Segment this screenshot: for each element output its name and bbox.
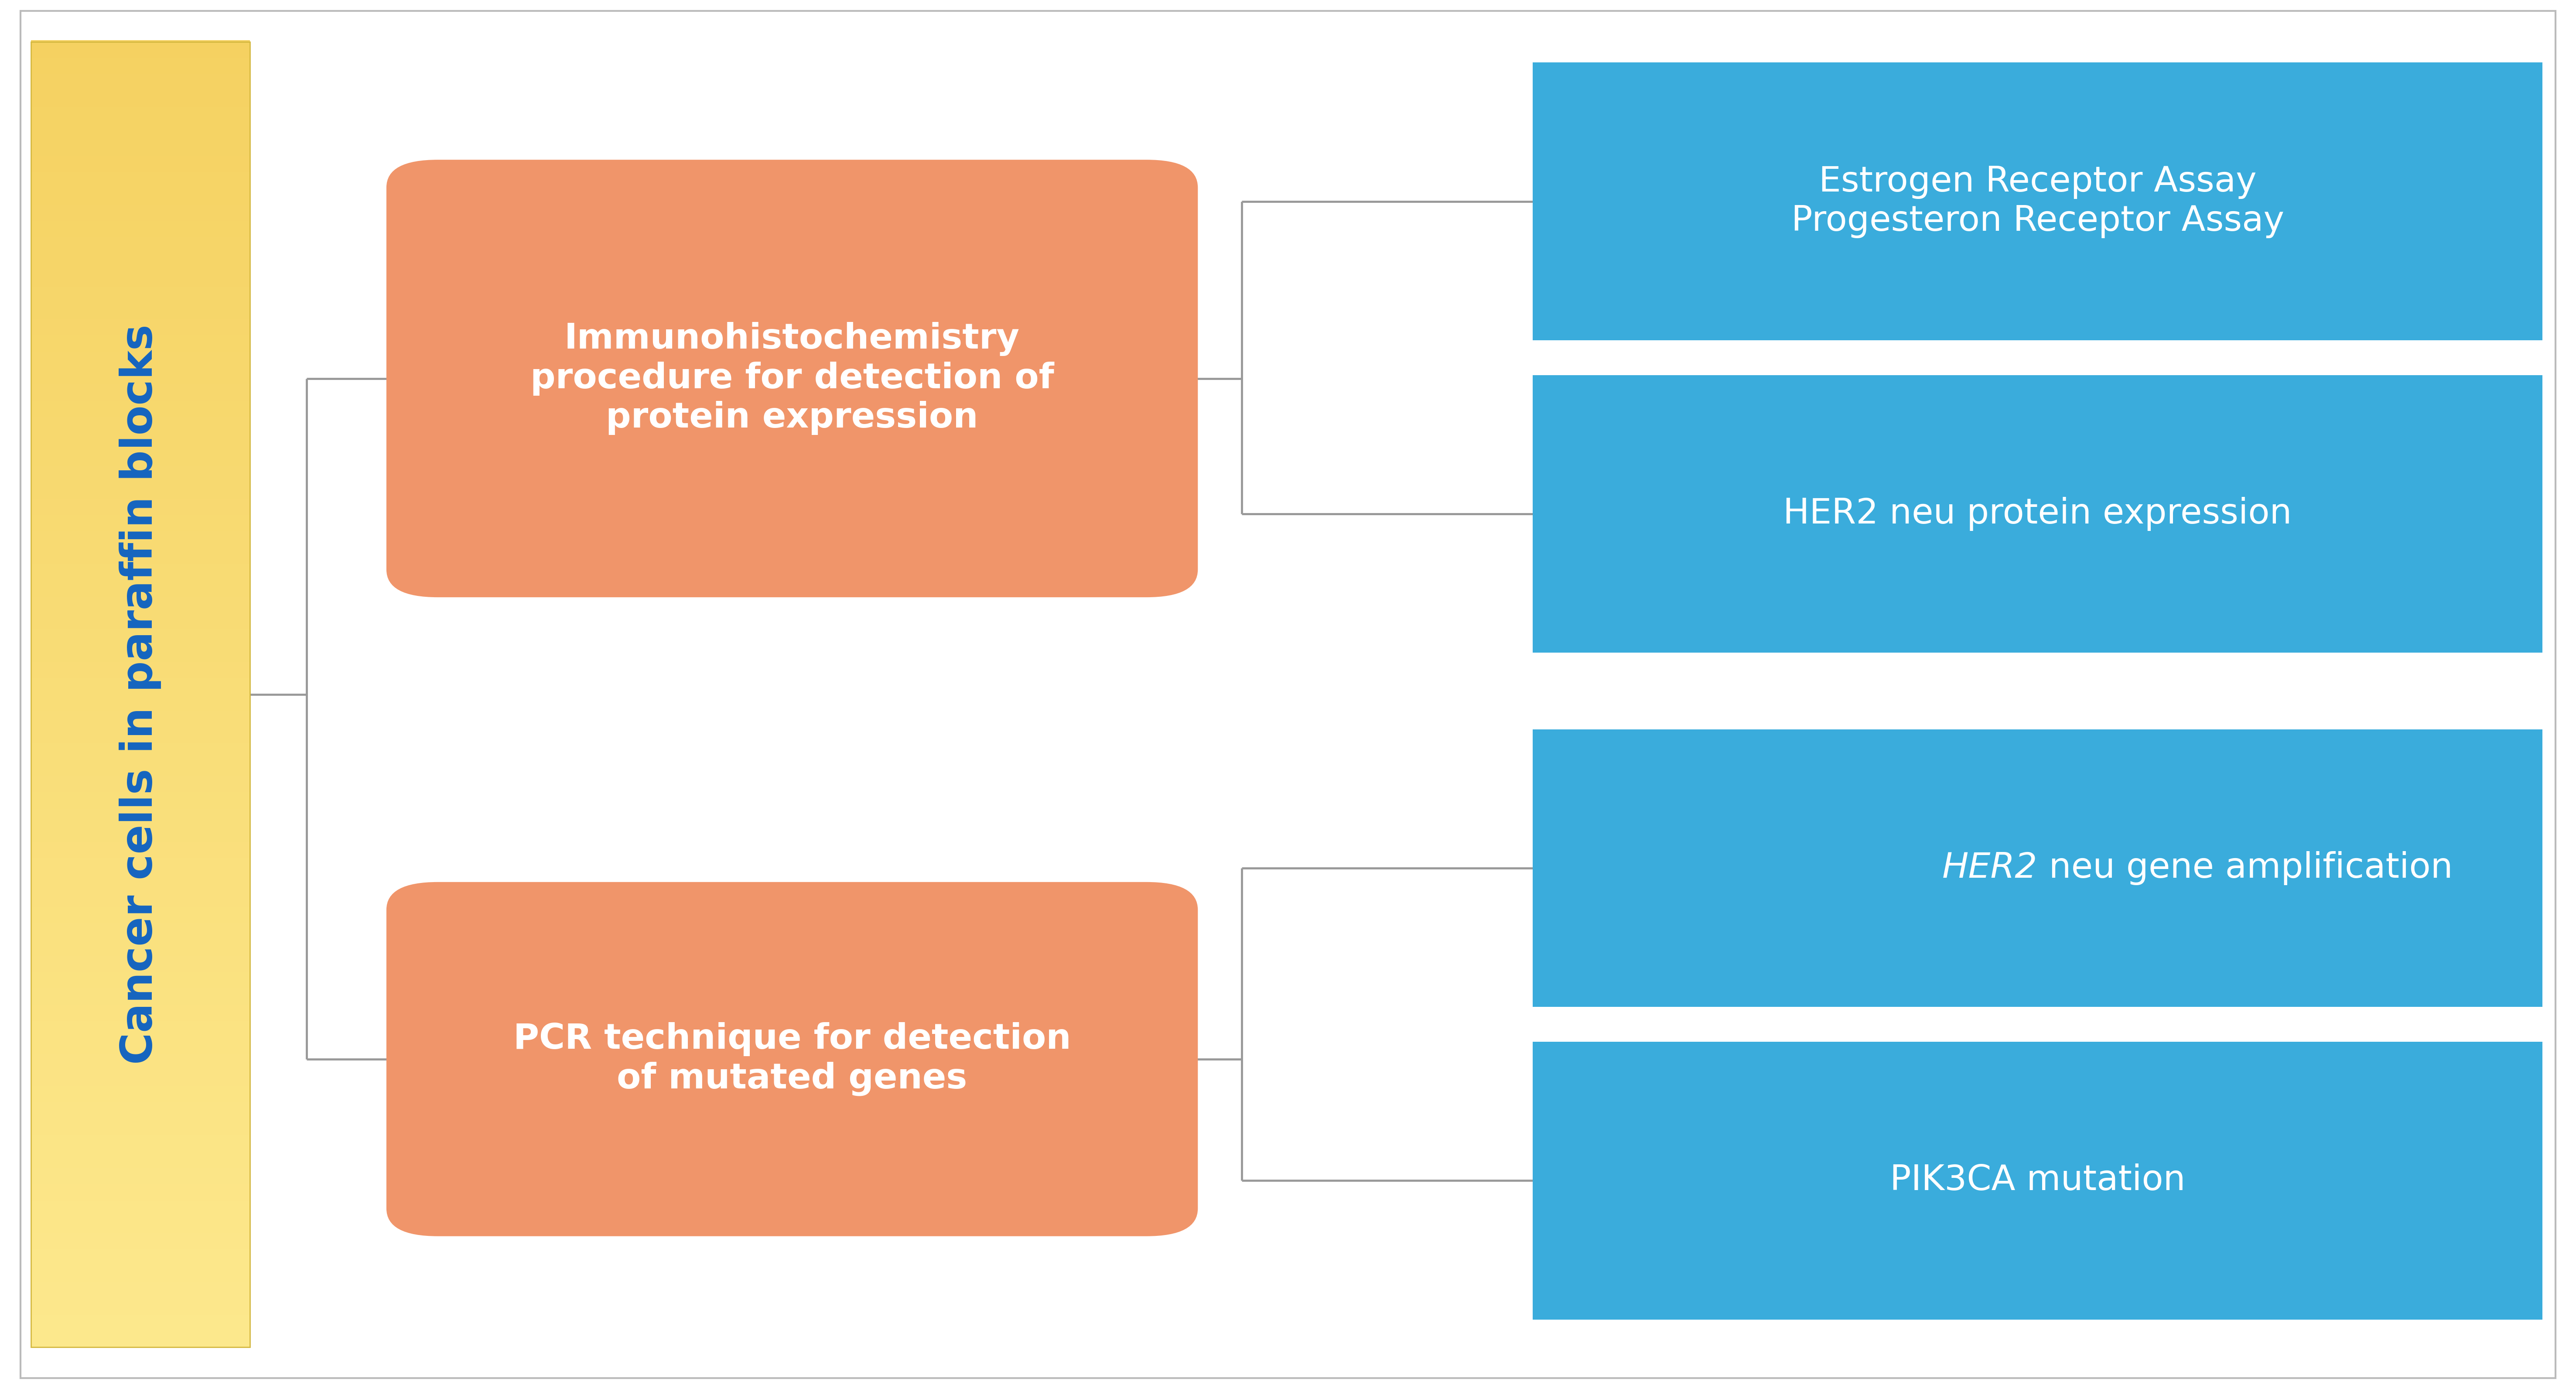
Bar — [31, 529, 250, 547]
Bar — [31, 1297, 250, 1314]
Bar — [31, 1215, 250, 1233]
Bar — [31, 1133, 250, 1151]
Bar — [31, 400, 250, 417]
Bar — [31, 1101, 250, 1120]
Bar — [31, 611, 250, 629]
Bar — [31, 383, 250, 400]
Bar — [31, 285, 250, 303]
Bar — [31, 1053, 250, 1070]
Bar — [31, 1117, 250, 1135]
Bar — [31, 792, 250, 808]
Bar — [31, 253, 250, 269]
Bar — [1533, 1042, 2543, 1320]
Text: neu gene amplification: neu gene amplification — [2038, 851, 2452, 885]
Bar — [31, 889, 250, 907]
Bar — [31, 742, 250, 760]
Text: PCR technique for detection
of mutated genes: PCR technique for detection of mutated g… — [513, 1022, 1072, 1096]
Text: Cancer cells in paraffin blocks: Cancer cells in paraffin blocks — [118, 325, 162, 1064]
Text: Immunohistochemistry
procedure for detection of
protein expression: Immunohistochemistry procedure for detec… — [531, 322, 1054, 435]
Bar — [31, 106, 250, 124]
Bar — [31, 1003, 250, 1021]
Bar — [1533, 375, 2543, 653]
Bar — [31, 40, 250, 58]
Bar — [31, 676, 250, 694]
FancyBboxPatch shape — [386, 882, 1198, 1236]
Bar — [31, 758, 250, 776]
Bar — [31, 497, 250, 515]
Bar — [31, 906, 250, 922]
FancyBboxPatch shape — [386, 160, 1198, 597]
Bar — [31, 432, 250, 450]
Bar — [31, 318, 250, 336]
Bar — [31, 661, 250, 678]
Bar — [31, 171, 250, 189]
Bar — [31, 139, 250, 156]
Bar — [31, 872, 250, 890]
Bar — [31, 449, 250, 467]
Bar — [31, 122, 250, 140]
Text: PIK3CA mutation: PIK3CA mutation — [1891, 1164, 2184, 1197]
Bar — [31, 971, 250, 989]
Bar — [31, 219, 250, 238]
Bar — [31, 269, 250, 286]
Bar — [31, 807, 250, 825]
Bar — [31, 301, 250, 319]
Bar — [31, 1281, 250, 1299]
Bar — [31, 594, 250, 613]
Bar — [31, 693, 250, 711]
Bar — [31, 1329, 250, 1347]
Bar — [31, 350, 250, 368]
Bar — [31, 188, 250, 204]
Text: HER2 neu protein expression: HER2 neu protein expression — [1783, 497, 2293, 531]
Bar — [31, 1085, 250, 1103]
Bar — [31, 1183, 250, 1200]
Bar — [31, 840, 250, 858]
Bar — [31, 546, 250, 564]
Bar — [31, 1232, 250, 1250]
Bar — [31, 154, 250, 172]
Bar — [31, 1199, 250, 1217]
Bar — [31, 954, 250, 972]
Text: HER2: HER2 — [1942, 851, 2038, 885]
Bar — [1533, 729, 2543, 1007]
Text: Estrogen Receptor Assay
Progesteron Receptor Assay: Estrogen Receptor Assay Progesteron Rece… — [1790, 165, 2285, 238]
Bar — [31, 74, 250, 90]
Bar — [31, 481, 250, 499]
Bar — [31, 579, 250, 597]
Bar — [31, 335, 250, 351]
Bar — [31, 775, 250, 792]
Bar — [31, 236, 250, 254]
Bar — [31, 1247, 250, 1265]
Bar — [31, 1314, 250, 1331]
Bar — [31, 938, 250, 956]
Bar — [31, 922, 250, 939]
Bar — [31, 1167, 250, 1183]
Bar — [31, 514, 250, 532]
Bar — [31, 563, 250, 581]
Bar — [31, 89, 250, 107]
Bar — [31, 856, 250, 874]
Bar — [31, 710, 250, 728]
Bar — [31, 415, 250, 433]
Bar — [31, 725, 250, 743]
Bar — [31, 1264, 250, 1282]
Bar — [31, 986, 250, 1004]
Bar — [31, 204, 250, 221]
Bar — [31, 1036, 250, 1053]
Bar — [31, 644, 250, 663]
Bar — [31, 464, 250, 482]
Bar — [31, 1150, 250, 1168]
Bar — [31, 628, 250, 646]
Bar — [31, 1068, 250, 1086]
Bar — [31, 824, 250, 842]
Bar — [31, 367, 250, 385]
Bar — [31, 57, 250, 74]
Bar — [31, 1020, 250, 1038]
Bar — [1533, 63, 2543, 340]
